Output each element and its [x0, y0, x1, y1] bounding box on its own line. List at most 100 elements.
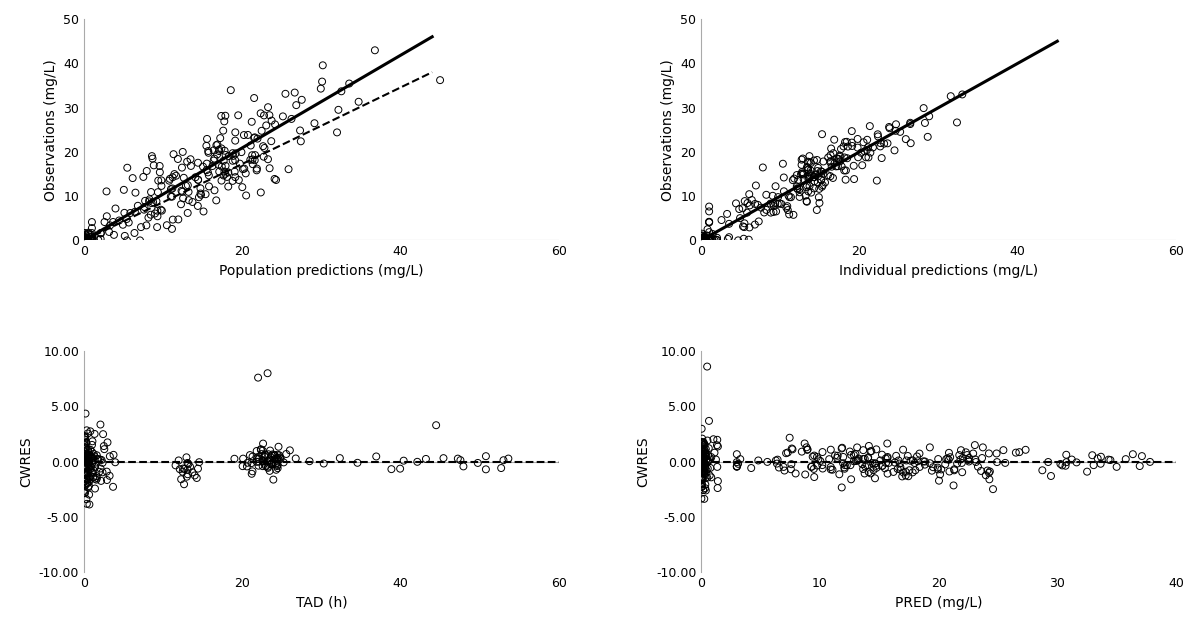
Point	[979, 448, 998, 459]
Point	[266, 459, 286, 469]
Point	[978, 466, 997, 476]
Point	[692, 228, 712, 238]
Point	[79, 449, 98, 459]
Point	[700, 218, 719, 228]
Point	[494, 455, 514, 466]
Point	[199, 170, 218, 181]
Point	[830, 151, 850, 162]
Point	[692, 458, 712, 468]
Point	[74, 446, 94, 456]
Point	[704, 235, 724, 245]
Point	[1057, 450, 1076, 460]
Point	[692, 474, 712, 484]
Point	[82, 452, 101, 462]
Point	[78, 444, 97, 454]
Point	[78, 235, 97, 245]
Point	[258, 462, 277, 472]
Point	[211, 133, 230, 143]
Point	[80, 464, 100, 474]
Point	[835, 153, 854, 163]
Point	[880, 122, 899, 132]
Point	[248, 134, 268, 144]
Point	[694, 235, 713, 245]
Point	[77, 233, 96, 244]
Point	[950, 455, 970, 465]
Point	[100, 227, 119, 237]
Point	[940, 466, 959, 476]
Point	[856, 461, 875, 471]
Point	[268, 463, 287, 473]
Point	[757, 457, 776, 467]
Point	[792, 169, 811, 179]
Point	[77, 425, 96, 436]
Point	[78, 458, 97, 468]
Point	[91, 464, 110, 474]
Point	[808, 155, 827, 165]
Point	[229, 175, 248, 185]
Point	[787, 170, 806, 180]
Point	[115, 231, 134, 241]
Point	[133, 172, 152, 182]
Point	[88, 473, 107, 483]
Point	[95, 441, 114, 451]
Point	[828, 161, 847, 171]
Point	[929, 454, 948, 464]
Point	[264, 474, 283, 485]
Point	[1057, 457, 1076, 467]
Point	[757, 205, 776, 215]
Point	[268, 461, 287, 471]
Point	[736, 196, 755, 206]
Point	[698, 224, 718, 234]
Point	[173, 147, 192, 157]
Point	[880, 123, 899, 134]
Point	[944, 480, 964, 490]
Point	[254, 110, 274, 120]
Point	[695, 466, 714, 476]
Point	[972, 466, 991, 476]
Point	[1051, 459, 1070, 469]
Point	[151, 205, 170, 215]
Point	[836, 175, 856, 185]
Point	[781, 192, 800, 202]
Point	[74, 452, 94, 462]
Point	[74, 469, 94, 480]
Point	[821, 156, 840, 166]
Point	[703, 235, 722, 245]
Point	[95, 444, 114, 454]
Y-axis label: Observations (mg/L): Observations (mg/L)	[661, 59, 674, 200]
Point	[701, 235, 720, 245]
Point	[878, 452, 898, 462]
Point	[796, 469, 815, 480]
X-axis label: Individual predictions (mg/L): Individual predictions (mg/L)	[839, 264, 1038, 278]
Point	[988, 457, 1007, 467]
Point	[83, 458, 102, 468]
Point	[838, 460, 857, 471]
Point	[118, 235, 137, 245]
Point	[848, 453, 868, 464]
Point	[78, 233, 97, 244]
Point	[829, 469, 848, 480]
Point	[210, 144, 229, 155]
Point	[865, 459, 884, 469]
Point	[785, 174, 804, 184]
Point	[204, 155, 223, 165]
Point	[784, 175, 803, 185]
Point	[292, 95, 311, 105]
Point	[774, 172, 793, 183]
Point	[793, 169, 812, 179]
Point	[930, 469, 949, 480]
Point	[223, 176, 242, 186]
Point	[173, 187, 192, 197]
Point	[792, 169, 811, 179]
Point	[168, 154, 187, 164]
Point	[692, 235, 712, 245]
Point	[221, 85, 240, 95]
Point	[241, 141, 260, 151]
Point	[818, 153, 838, 163]
Point	[142, 210, 161, 220]
Point	[827, 153, 846, 163]
Point	[707, 235, 726, 245]
Point	[226, 167, 245, 177]
Point	[254, 459, 274, 469]
Point	[248, 452, 268, 462]
